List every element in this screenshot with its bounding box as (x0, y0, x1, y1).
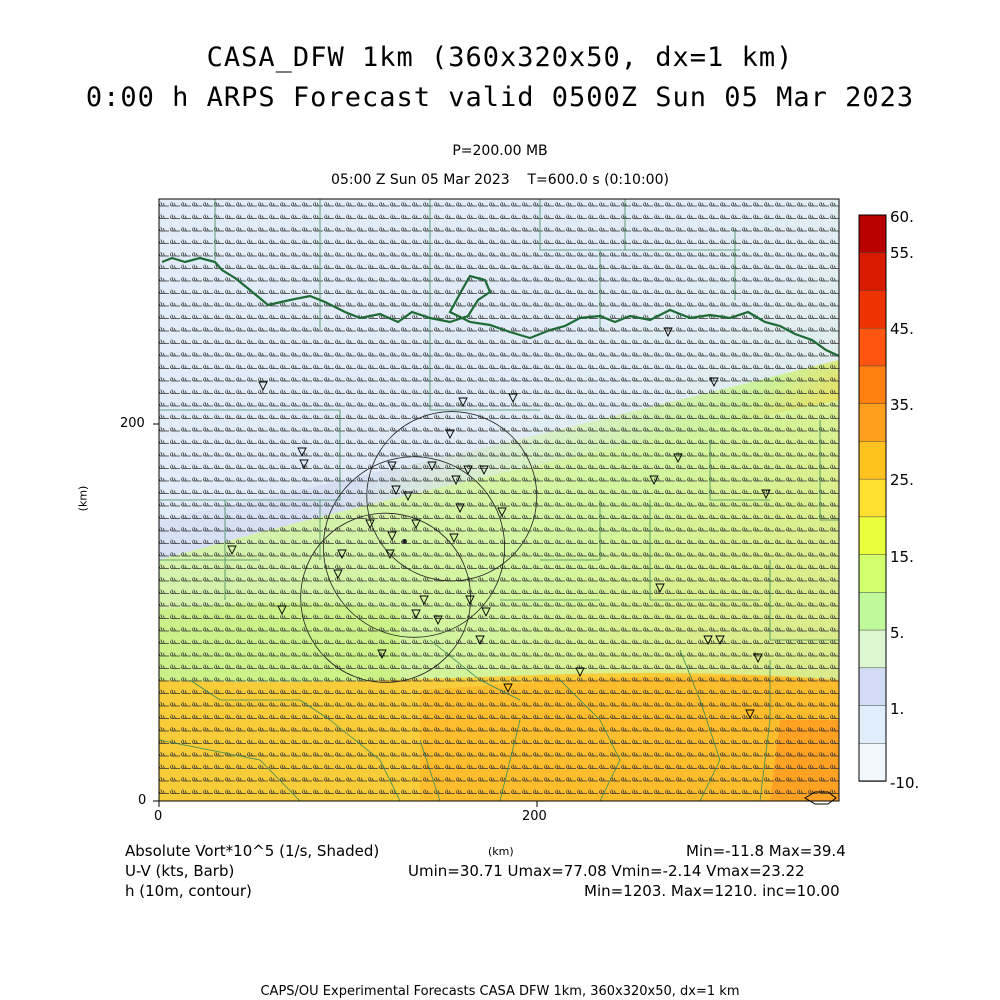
colorbar-label: 35. (890, 396, 914, 414)
colorbar-swatch (858, 705, 887, 745)
radar-range-rings (300, 411, 538, 683)
shaded-field-stats: Min=-11.8 Max=39.4 (686, 842, 846, 860)
radar-ring-3 (300, 512, 472, 683)
radar-ring-2 (322, 456, 506, 638)
county-borders (159, 199, 839, 801)
title-line-1: CASA_DFW 1km (360x320x50, dx=1 km) (206, 42, 794, 73)
y-tick-200: 200 (120, 416, 145, 431)
small-contour (804, 791, 837, 805)
contour-field-stats: Min=1203. Max=1210. inc=10.00 (584, 882, 840, 900)
colorbar-swatch (858, 629, 887, 669)
colorbar-swatch (858, 403, 887, 443)
colorbar-swatch (858, 516, 887, 556)
colorbar-swatch (858, 478, 887, 518)
colorbar-swatch (858, 743, 887, 782)
colorbar-swatch (858, 290, 887, 329)
shaded-field-label: Absolute Vort*10^5 (1/s, Shaded) (125, 842, 380, 860)
plot-frame (158, 198, 840, 802)
colorbar-frame (858, 214, 887, 782)
x-axis-unit: (km) (488, 845, 514, 858)
x-tick-200: 200 (522, 809, 547, 824)
colorbar-swatch (858, 365, 887, 405)
colorbar-label: 25. (890, 471, 914, 489)
colorbar-swatch (858, 214, 887, 254)
colorbar-label: 45. (890, 320, 914, 338)
colorbar-swatch (858, 592, 887, 631)
colorbar-label: 5. (890, 624, 905, 642)
colorbar-label: -10. (890, 774, 920, 792)
colorbar-swatch (858, 327, 887, 367)
colorbar-swatch (858, 441, 887, 480)
colorbar-swatch (858, 554, 887, 594)
barb-field-stats: Umin=30.71 Umax=77.08 Vmin=-2.14 Vmax=23… (408, 862, 805, 880)
site-markers (227, 327, 771, 720)
pressure-level: P=200.00 MB (452, 143, 548, 159)
axis-ticks (153, 423, 538, 807)
footer-credit: CAPS/OU Experimental Forecasts CASA DFW … (260, 984, 740, 999)
colorbar (858, 214, 887, 782)
colorbar-label: 1. (890, 700, 905, 718)
colorbar-label: 15. (890, 548, 914, 566)
radar-ring-1 (366, 411, 538, 582)
barb-field-label: U-V (kts, Barb) (125, 862, 235, 880)
colorbar-label: 60. (890, 208, 914, 226)
colorbar-label: 55. (890, 244, 914, 262)
radar-center-dot (402, 538, 407, 544)
valid-time: 05:00 Z Sun 05 Mar 2023 T=600.0 s (0:10:… (331, 172, 669, 188)
y-tick-0: 0 (138, 793, 147, 808)
title-line-2: 0:00 h ARPS Forecast valid 0500Z Sun 05 … (85, 82, 915, 113)
red-river-border (161, 256, 840, 357)
colorbar-swatch (858, 252, 887, 292)
colorbar-swatch (858, 667, 887, 707)
x-tick-0: 0 (154, 809, 163, 824)
contour-field-label: h (10m, contour) (125, 882, 252, 900)
y-axis-unit: (km) (76, 485, 90, 512)
